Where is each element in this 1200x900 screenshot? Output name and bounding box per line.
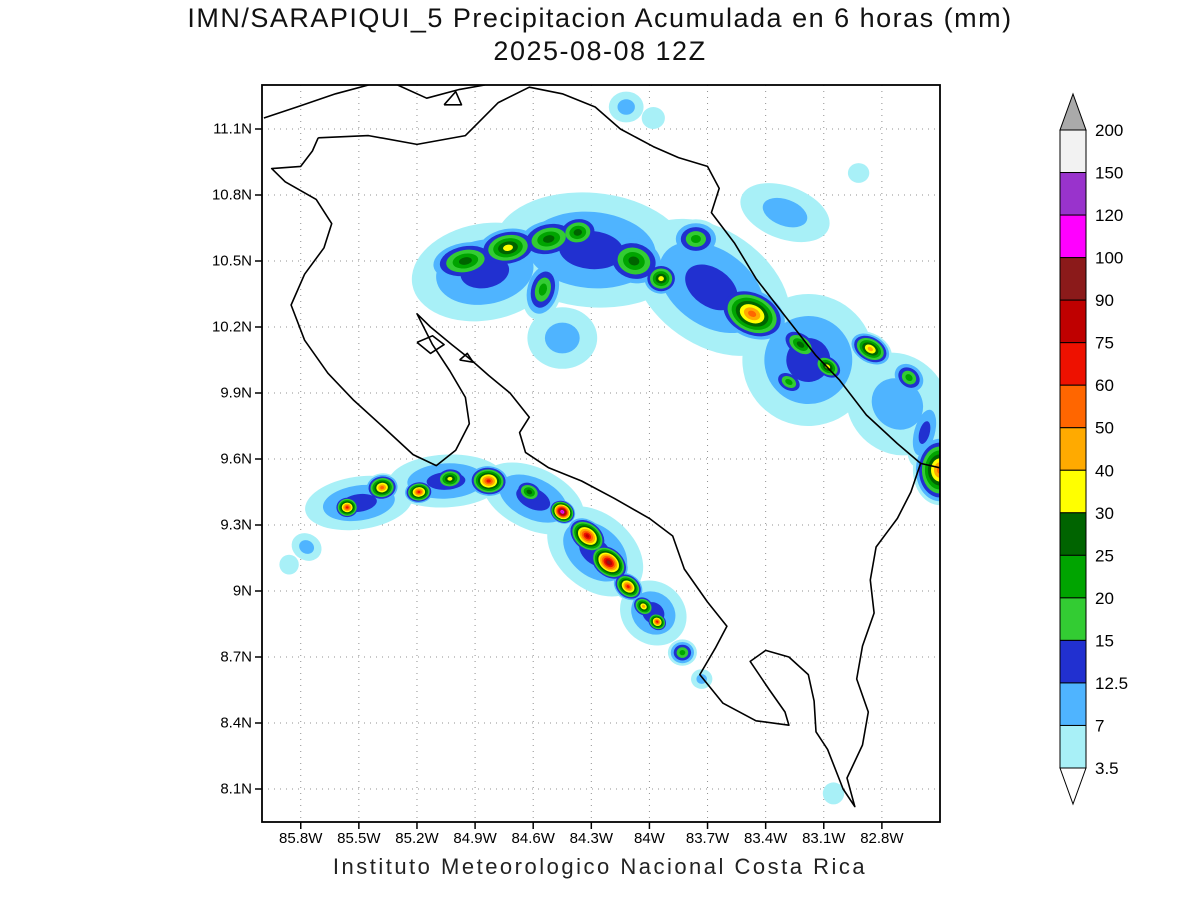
x-axis-label: 84.6W — [511, 830, 555, 847]
colorbar-segment — [1059, 172, 1087, 216]
colorbar-label: 15 — [1095, 631, 1114, 650]
y-axis-label: 10.8N — [211, 186, 252, 204]
colorbar-segment — [1059, 257, 1087, 301]
x-axis-label: 84.3W — [569, 830, 613, 847]
colorbar-label: 40 — [1095, 461, 1114, 480]
colorbar-label: 150 — [1095, 164, 1123, 183]
colorbar: 200 150 120 100 90 75 60 50 40 30 25 20 15 12.5 7 3.5 — [1048, 85, 1198, 822]
plot-frame — [261, 84, 941, 823]
colorbar-label: 200 — [1095, 121, 1123, 140]
y-axis-label: 8.1N — [220, 780, 252, 798]
x-axis-label: 85.8W — [279, 830, 323, 847]
chart-subtitle: 2025-08-08 12Z — [493, 36, 707, 66]
colorbar-segment — [1059, 214, 1087, 259]
colorbar-segment — [1059, 512, 1087, 556]
y-axis-label: 8.4N — [220, 714, 252, 732]
precipitation-shading — [279, 91, 940, 805]
x-axis-label: 85.2W — [395, 830, 439, 847]
x-axis-label: 84W — [634, 830, 665, 847]
map-plot-area — [255, 84, 941, 829]
y-axis-label: 9.3N — [220, 516, 252, 534]
x-axis-label: 82.8W — [860, 830, 904, 847]
colorbar-svg: 200 150 120 100 90 75 60 50 40 30 25 20 15 12.5 7 3.5 — [1059, 92, 1128, 806]
chart-title: IMN/SARAPIQUI_5 Precipitacion Acumulada … — [187, 3, 1013, 33]
colorbar-label: 90 — [1095, 291, 1114, 310]
colorbar-label: 3.5 — [1095, 759, 1119, 778]
coastline — [263, 85, 940, 808]
y-axis-label: 9N — [232, 582, 252, 600]
x-axis-label: 83.7W — [685, 830, 730, 847]
colorbar-under-arrow — [1059, 767, 1087, 806]
colorbar-segment — [1059, 299, 1087, 344]
colorbar-segment — [1059, 384, 1087, 429]
colorbar-label: 7 — [1095, 716, 1104, 735]
y-axis-label: 8.7N — [220, 648, 252, 666]
colorbar-label: 12.5 — [1095, 674, 1128, 693]
colorbar-segment — [1059, 469, 1087, 514]
colorbar-label: 120 — [1095, 206, 1123, 225]
y-axis-label: 9.6N — [220, 450, 252, 468]
colorbar-segment — [1059, 427, 1087, 471]
colorbar-segment — [1059, 129, 1087, 174]
colorbar-label: 20 — [1095, 589, 1114, 608]
colorbar-label: 75 — [1095, 334, 1114, 353]
colorbar-segment — [1059, 639, 1087, 684]
colorbar-label: 100 — [1095, 249, 1123, 268]
colorbar-segment — [1059, 554, 1087, 599]
colorbar-label: 25 — [1095, 546, 1114, 565]
colorbar-over-arrow — [1059, 92, 1087, 131]
axis-ticks — [255, 128, 883, 829]
x-axis-label: 83.1W — [802, 830, 846, 847]
colorbar-label: 60 — [1095, 376, 1114, 395]
y-axis-label: 10.5N — [211, 252, 252, 270]
footer-credit: Instituto Meteorologico Nacional Costa R… — [332, 854, 868, 879]
colorbar-label: 50 — [1095, 419, 1114, 438]
x-axis-label: 83.4W — [743, 830, 788, 847]
colorbar-label: 30 — [1095, 504, 1114, 523]
y-axis-label: 10.2N — [211, 318, 252, 336]
colorbar-segment — [1059, 724, 1087, 769]
colorbar-segment — [1059, 682, 1087, 726]
y-axis-label: 11.1N — [213, 120, 252, 138]
precipitation-map-svg — [255, 84, 941, 829]
y-axis-label: 9.9N — [220, 384, 252, 402]
colorbar-segment — [1059, 342, 1087, 386]
colorbar-segment — [1059, 597, 1087, 641]
x-axis-label: 84.9W — [453, 830, 497, 847]
x-axis-label: 85.5W — [337, 830, 381, 847]
